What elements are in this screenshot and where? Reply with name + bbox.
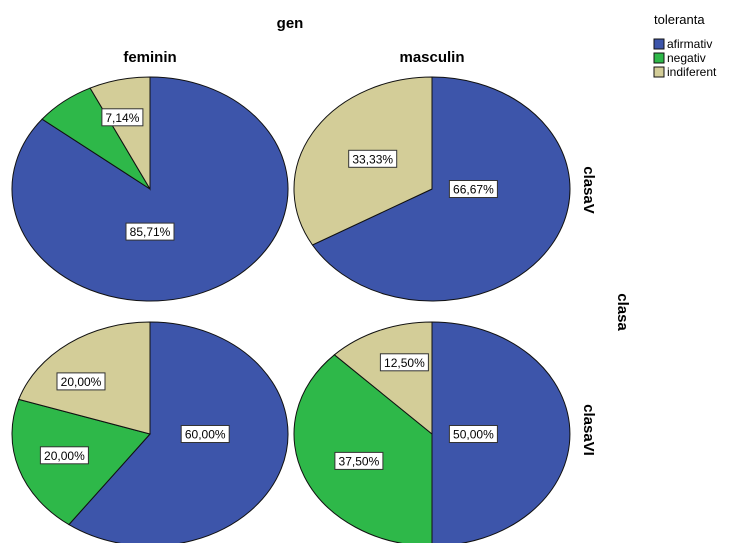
data-label-text: 50,00% [453, 428, 494, 442]
data-label-afirmativ: 60,00% [180, 425, 230, 443]
data-label-box [379, 353, 429, 372]
data-label-box [56, 372, 106, 391]
pie-clasaVI-feminin: 60,00% 20,00% 20,00% [11, 321, 289, 543]
row-label-clasaV: clasaV [580, 166, 597, 214]
data-label-box [39, 446, 89, 465]
data-label-indiferent: 20,00% [56, 372, 106, 391]
data-label-negativ: 20,00% [39, 446, 89, 465]
data-label-box [334, 451, 384, 470]
data-label-text: 7,14% [105, 111, 139, 125]
chart-title: gen [277, 15, 304, 32]
legend-entry-negativ: negativ [667, 51, 706, 65]
data-label-text: 12,50% [384, 356, 425, 370]
data-label-box [101, 108, 144, 127]
legend-entry-indiferent: indiferent [667, 65, 717, 79]
data-label-text: 37,50% [339, 454, 380, 468]
row-label-clasaVI: clasaVI [580, 404, 597, 456]
legend-entry-afirmativ: afirmativ [667, 37, 712, 51]
data-label-text: 20,00% [44, 449, 85, 463]
legend-swatch-afirmativ [653, 38, 665, 50]
slice-indiferent [333, 321, 433, 436]
data-label-afirmativ: 50,00% [448, 425, 498, 443]
column-label-masculin: masculin [399, 49, 464, 66]
data-label-box [448, 425, 498, 443]
data-label-indiferent: 12,50% [379, 353, 429, 372]
data-label-box [180, 425, 230, 443]
data-label-text: 66,67% [453, 183, 494, 197]
row-facet-title: clasa [614, 293, 631, 331]
data-label-box [448, 180, 498, 198]
data-label-negativ: 37,50% [334, 451, 384, 470]
slice-indiferent [89, 76, 151, 191]
legend-swatch-negativ [653, 52, 665, 64]
data-label-text: 85,71% [130, 225, 171, 239]
slice-afirmativ [311, 76, 571, 302]
data-label-indiferent: 7,14% [101, 108, 144, 127]
pie-panels: 85,71% 7,14% 66,67% 33,33% 60,00% 20,00% 20,00… [11, 76, 571, 543]
data-label-box [125, 222, 175, 241]
legend-title: toleranta [654, 12, 705, 27]
pie-clasaV-feminin: 85,71% 7,14% [11, 76, 289, 302]
data-label-text: 33,33% [352, 152, 393, 166]
data-label-text: 20,00% [61, 375, 102, 389]
slice-afirmativ [431, 321, 571, 543]
pie-clasaV-masculin: 66,67% 33,33% [293, 76, 571, 302]
data-label-indiferent: 33,33% [348, 149, 398, 168]
slice-afirmativ [68, 321, 289, 543]
data-label-afirmativ: 85,71% [125, 222, 175, 241]
data-label-text: 60,00% [185, 428, 226, 442]
legend-swatch-indiferent [653, 66, 665, 78]
data-label-afirmativ: 66,67% [448, 180, 498, 198]
legend: toleranta afirmativ negativ indiferent [653, 12, 717, 79]
data-label-box [348, 149, 398, 168]
slice-negativ [293, 354, 433, 543]
column-label-feminin: feminin [123, 49, 176, 66]
pie-clasaVI-masculin: 50,00% 37,50% 12,50% [293, 321, 571, 543]
